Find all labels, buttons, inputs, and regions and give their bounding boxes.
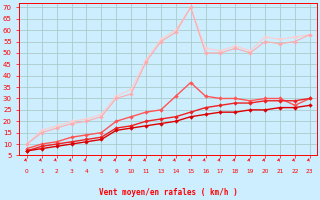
X-axis label: Vent moyen/en rafales ( km/h ): Vent moyen/en rafales ( km/h ) (99, 188, 238, 197)
